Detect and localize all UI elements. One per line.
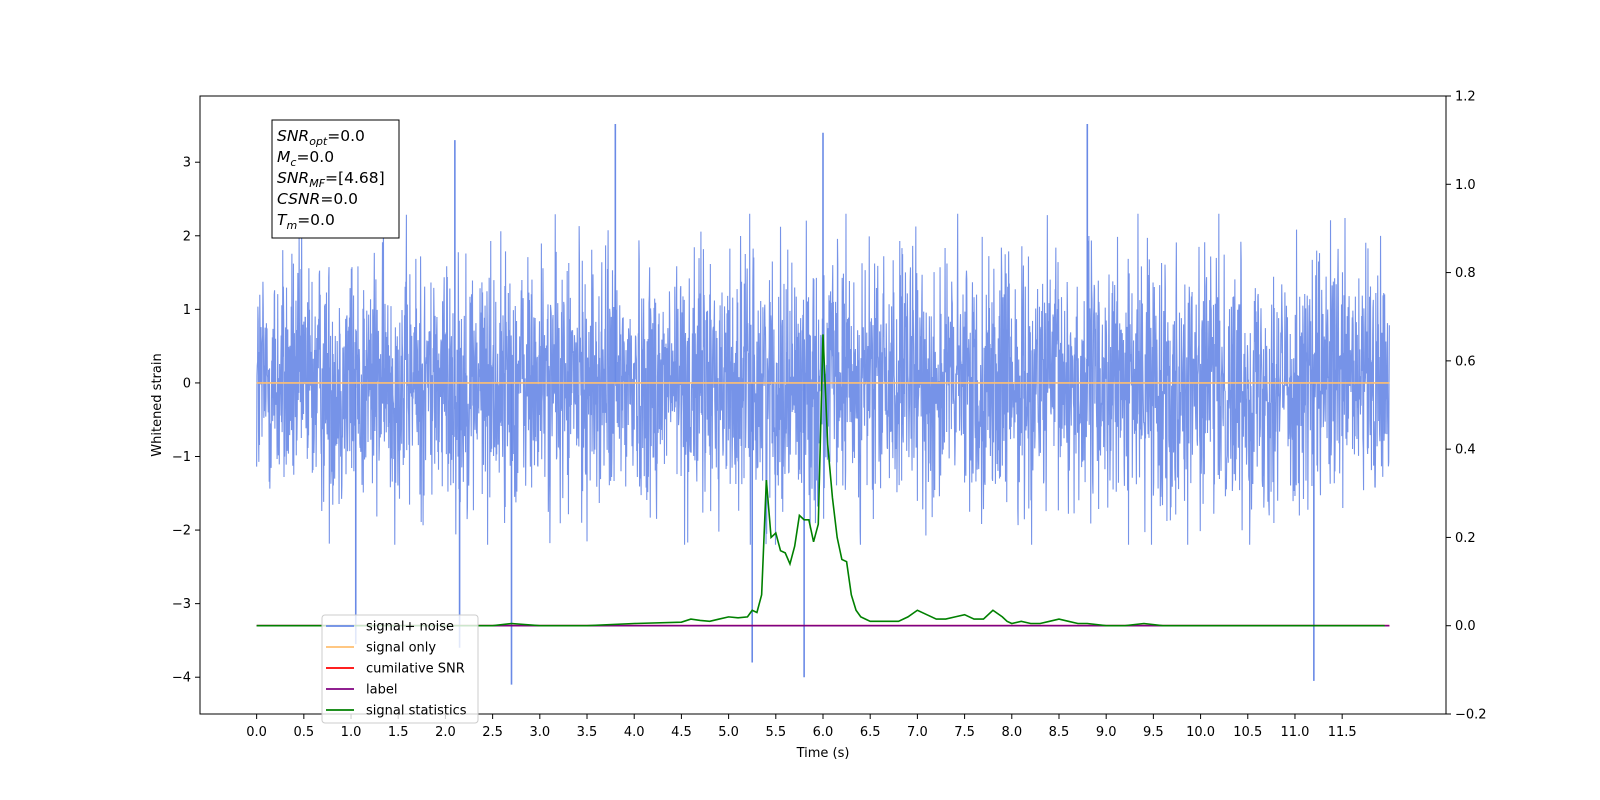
y-tick-label: −1 (172, 450, 191, 465)
annotation-line: Tm=0.0 (277, 211, 335, 232)
y-tick-label: 0 (183, 376, 191, 391)
legend-label: label (366, 683, 397, 698)
x-tick-label: 7.0 (907, 725, 928, 740)
x-tick-label: 9.5 (1143, 725, 1164, 740)
annotation-subscript: m (286, 219, 297, 232)
x-tick-label: 9.0 (1096, 725, 1117, 740)
x-tick-label: 10.5 (1233, 725, 1262, 740)
x-tick-label: 1.0 (341, 725, 362, 740)
x-tick-label: 3.0 (529, 725, 550, 740)
annotation-subscript: opt (309, 135, 328, 148)
annotation-symbol: T (277, 211, 288, 229)
y-tick-label: −3 (172, 597, 191, 612)
annotation-symbol: SNR (277, 127, 309, 145)
annotation-value: =0.0 (297, 211, 335, 229)
plot-area (256, 123, 1390, 685)
y-tick-label: 2 (183, 229, 191, 244)
x-tick-label: 1.5 (388, 725, 409, 740)
x-tick-label: 8.0 (1001, 725, 1022, 740)
annotation-frame (271, 119, 400, 239)
y2-tick-label: 1.2 (1455, 90, 1476, 105)
x-tick-label: 5.0 (718, 725, 739, 740)
x-tick-label: 11.0 (1280, 725, 1309, 740)
legend-label: cumilative SNR (366, 662, 465, 677)
legend-label: signal only (366, 641, 436, 656)
legend-frame (321, 614, 479, 724)
x-axis-label: Time (s) (796, 746, 850, 761)
annotation-line: CSNR=0.0 (277, 190, 358, 208)
annotation-value: =0.0 (320, 190, 358, 208)
annotation-symbol: M (277, 148, 290, 166)
x-tick-label: 0.0 (246, 725, 267, 740)
legend: signal+ noise signal only cumilative SNR la… (321, 614, 479, 724)
y-axis-left: 3 2 1 0 −1 −2 −3 −4 (172, 156, 200, 686)
y-tick-label: −4 (172, 671, 191, 686)
x-tick-label: 4.0 (624, 725, 645, 740)
annotation-line: SNRopt=0.0 (277, 127, 365, 148)
series-signal-statistics (256, 334, 1385, 627)
annotation-value: =0.0 (327, 127, 365, 145)
y2-tick-label: 0.8 (1455, 266, 1476, 281)
x-tick-label: 2.0 (435, 725, 456, 740)
y2-tick-label: 0.2 (1455, 531, 1476, 546)
x-tick-label: 7.5 (954, 725, 975, 740)
y2-tick-label: 0.0 (1455, 619, 1476, 634)
annotation-symbol: SNR (277, 169, 309, 187)
y-tick-label: −2 (172, 524, 191, 539)
x-tick-label: 10.0 (1186, 725, 1215, 740)
y2-tick-label: 0.4 (1455, 443, 1476, 458)
x-tick-label: 11.5 (1328, 725, 1357, 740)
legend-label: signal statistics (366, 704, 467, 719)
y2-tick-label: −0.2 (1455, 708, 1487, 723)
x-tick-label: 5.5 (765, 725, 786, 740)
annotation-symbol: CSNR (277, 190, 320, 208)
y-tick-label: 3 (183, 156, 191, 171)
x-tick-label: 8.5 (1049, 725, 1070, 740)
x-tick-label: 6.5 (860, 725, 881, 740)
y-tick-label: 1 (183, 303, 191, 318)
annotation-value: =[4.68] (325, 169, 385, 187)
x-tick-label: 3.5 (577, 725, 598, 740)
annotation-line: SNRMF=[4.68] (277, 169, 385, 190)
x-tick-label: 2.5 (482, 725, 503, 740)
annotation-subscript: MF (309, 177, 325, 190)
y-axis-label: Whitened strain (150, 353, 165, 456)
annotation-value: =0.0 (296, 148, 334, 166)
x-tick-label: 6.0 (813, 725, 834, 740)
x-tick-label: 0.5 (293, 725, 314, 740)
annotation-line: Mc=0.0 (277, 148, 334, 169)
x-tick-label: 4.5 (671, 725, 692, 740)
legend-label: signal+ noise (366, 620, 454, 635)
y2-tick-label: 0.6 (1455, 354, 1476, 369)
y-axis-right: 1.2 1.0 0.8 0.6 0.4 0.2 0.0 −0.2 (1446, 90, 1487, 723)
annotation-subscript: c (290, 156, 296, 169)
x-axis: 0.0 0.5 1.0 1.5 2.0 2.5 3.0 3.5 4.0 4.5 5.0 5.5 6.0 6… (246, 714, 1357, 740)
metrics-annotation: SNRopt=0.0Mc=0.0SNRMF=[4.68]CSNR=0.0Tm=0… (271, 119, 400, 239)
y2-tick-label: 1.0 (1455, 178, 1476, 193)
